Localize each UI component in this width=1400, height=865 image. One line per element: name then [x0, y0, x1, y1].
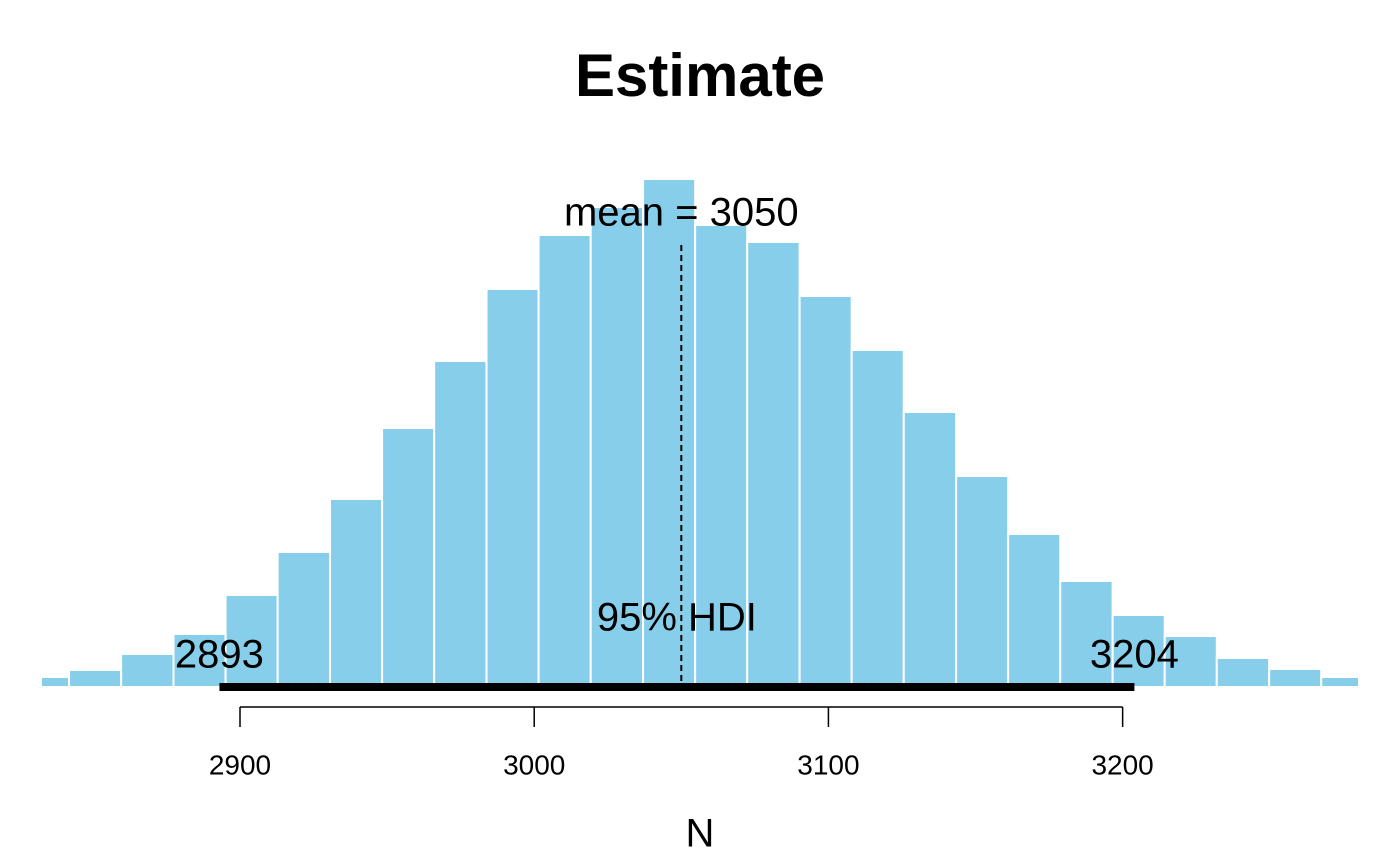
bar	[381, 427, 436, 688]
x-tick-label: 3200	[1091, 749, 1153, 780]
bar	[172, 633, 227, 688]
bar	[42, 676, 71, 688]
bar	[850, 349, 905, 688]
bar	[1215, 657, 1271, 688]
bar	[798, 295, 853, 688]
x-axis-label: N	[686, 812, 715, 856]
bar	[902, 411, 958, 688]
bar	[1059, 580, 1114, 688]
hdi-label: 95% HDI	[597, 596, 757, 640]
hdi-high-label: 3204	[1090, 633, 1179, 677]
bar	[485, 288, 540, 688]
x-tick-label: 2900	[209, 749, 271, 780]
bar	[1320, 676, 1358, 688]
bar	[433, 360, 488, 688]
bar	[746, 241, 801, 688]
bar	[1111, 614, 1166, 688]
bar	[1268, 668, 1323, 688]
bar	[537, 234, 592, 688]
hdi-low-label: 2893	[175, 633, 264, 677]
x-tick-label: 3000	[503, 749, 565, 780]
bar	[68, 669, 123, 688]
bar	[1007, 533, 1062, 688]
bar	[120, 653, 175, 688]
mean-label: mean = 3050	[564, 191, 799, 235]
bars	[42, 178, 1358, 688]
chart-title: Estimate	[575, 42, 825, 109]
bar	[1163, 635, 1218, 688]
bar	[276, 551, 332, 688]
bar	[955, 475, 1010, 688]
bar	[329, 498, 384, 688]
x-tick-label: 3100	[797, 749, 859, 780]
bar	[642, 178, 697, 688]
